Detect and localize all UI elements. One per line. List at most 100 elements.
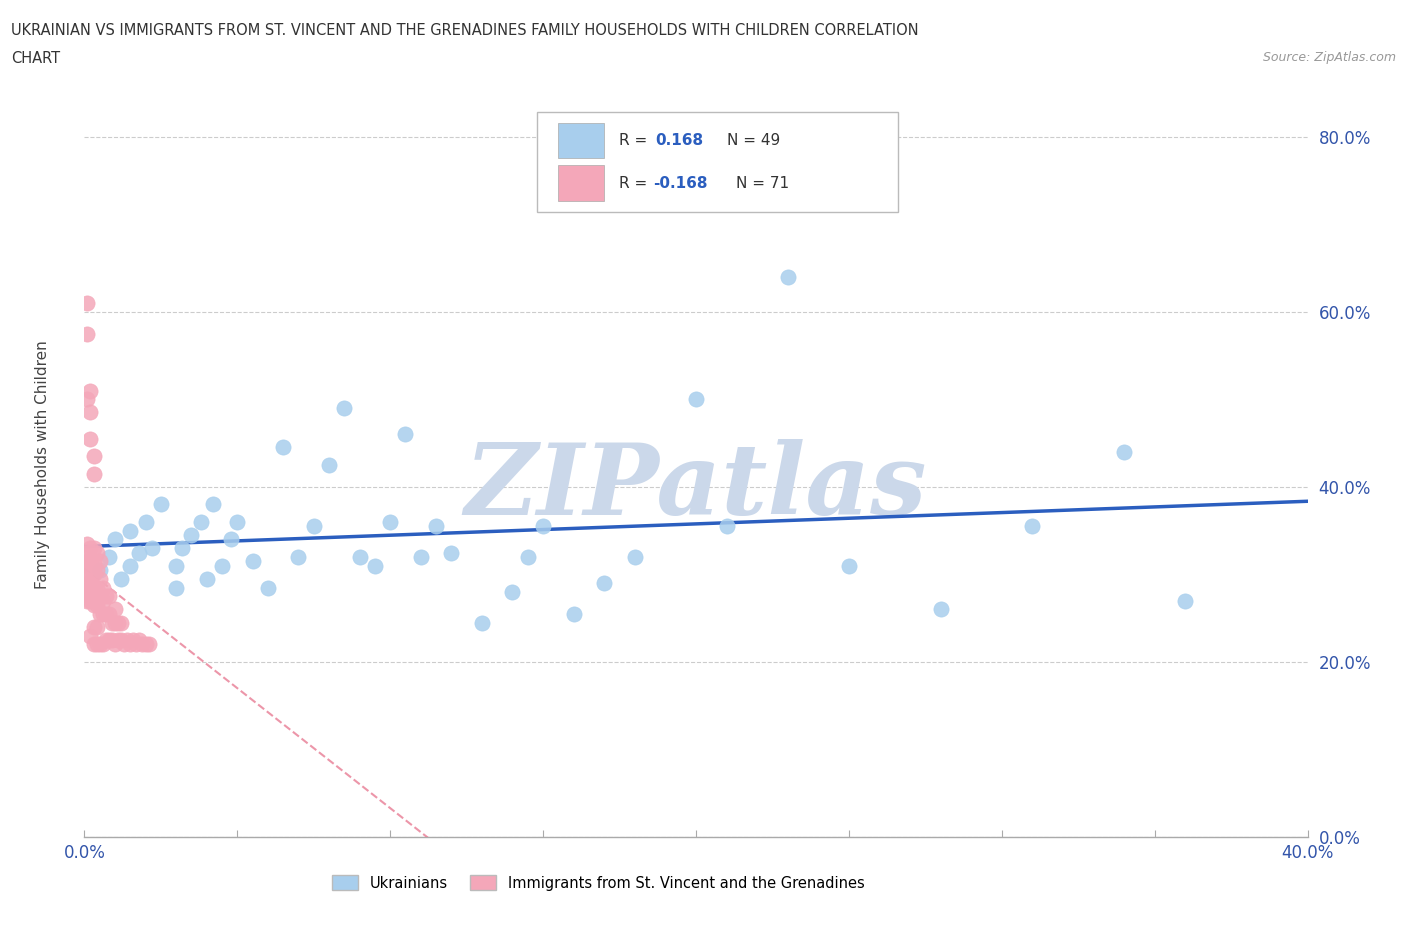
Point — [76, 580, 98, 595]
Point — [101, 632, 124, 647]
FancyBboxPatch shape — [537, 112, 898, 212]
Point — [97, 589, 120, 604]
Point — [502, 584, 524, 599]
Point — [287, 550, 309, 565]
Text: ZIPatlas: ZIPatlas — [465, 439, 927, 536]
Point — [79, 580, 101, 595]
Point — [112, 637, 135, 652]
Point — [79, 576, 101, 591]
Point — [120, 524, 142, 538]
Point — [79, 589, 101, 604]
Point — [302, 519, 325, 534]
Point — [101, 615, 124, 630]
Point — [409, 550, 432, 565]
Point — [624, 550, 647, 565]
Point — [89, 606, 111, 621]
Point — [201, 497, 224, 512]
Point — [86, 637, 108, 652]
Point — [83, 637, 105, 652]
Point — [86, 545, 108, 560]
Point — [929, 602, 952, 617]
Point — [104, 615, 127, 630]
Text: R =: R = — [619, 176, 652, 191]
Point — [135, 637, 157, 652]
Point — [83, 540, 105, 555]
FancyBboxPatch shape — [558, 166, 605, 201]
Point — [76, 326, 98, 341]
Text: -0.168: -0.168 — [654, 176, 707, 191]
Point — [219, 532, 242, 547]
Point — [128, 632, 150, 647]
Point — [86, 593, 108, 608]
Point — [257, 580, 280, 595]
Point — [107, 632, 129, 647]
Text: Source: ZipAtlas.com: Source: ZipAtlas.com — [1263, 51, 1396, 64]
Point — [271, 440, 294, 455]
Point — [76, 593, 98, 608]
Point — [94, 632, 117, 647]
Point — [97, 606, 120, 621]
Point — [79, 432, 101, 446]
Point — [83, 554, 105, 569]
Point — [86, 580, 108, 595]
Point — [83, 567, 105, 582]
Point — [110, 632, 132, 647]
Point — [172, 540, 194, 555]
Legend: Ukrainians, Immigrants from St. Vincent and the Grenadines: Ukrainians, Immigrants from St. Vincent … — [326, 870, 870, 897]
Point — [165, 580, 187, 595]
Point — [195, 571, 218, 586]
Point — [165, 558, 187, 573]
Point — [79, 558, 101, 573]
Point — [89, 571, 111, 586]
Point — [89, 637, 111, 652]
Text: Family Households with Children: Family Households with Children — [35, 340, 49, 590]
Point — [776, 270, 799, 285]
Point — [440, 545, 463, 560]
Point — [104, 532, 127, 547]
Point — [76, 567, 98, 582]
Point — [115, 632, 138, 647]
Point — [91, 580, 114, 595]
Point — [107, 615, 129, 630]
Point — [104, 602, 127, 617]
Point — [318, 458, 340, 472]
Point — [91, 593, 114, 608]
Point — [76, 537, 98, 551]
Point — [349, 550, 371, 565]
Point — [91, 637, 114, 652]
Point — [76, 554, 98, 569]
Point — [86, 563, 108, 578]
Point — [394, 427, 416, 442]
Point — [120, 558, 142, 573]
Point — [79, 554, 101, 569]
Point — [141, 540, 163, 555]
Point — [211, 558, 233, 573]
Point — [110, 615, 132, 630]
Point — [242, 554, 264, 569]
Point — [89, 589, 111, 604]
Point — [79, 567, 101, 582]
Point — [76, 545, 98, 560]
Point — [180, 527, 202, 542]
Point — [471, 615, 494, 630]
Point — [838, 558, 860, 573]
Point — [685, 392, 707, 406]
Point — [104, 637, 127, 652]
Point — [79, 629, 101, 644]
Point — [79, 383, 101, 398]
Point — [110, 571, 132, 586]
Text: N = 71: N = 71 — [737, 176, 789, 191]
Point — [79, 540, 101, 555]
Point — [91, 606, 114, 621]
Text: CHART: CHART — [11, 51, 60, 66]
Point — [83, 619, 105, 634]
Point — [149, 497, 172, 512]
Text: R =: R = — [619, 133, 652, 148]
Point — [89, 554, 111, 569]
Point — [79, 405, 101, 420]
Point — [89, 563, 111, 578]
Point — [76, 392, 98, 406]
Point — [135, 514, 157, 529]
Point — [83, 580, 105, 595]
Point — [562, 606, 585, 621]
